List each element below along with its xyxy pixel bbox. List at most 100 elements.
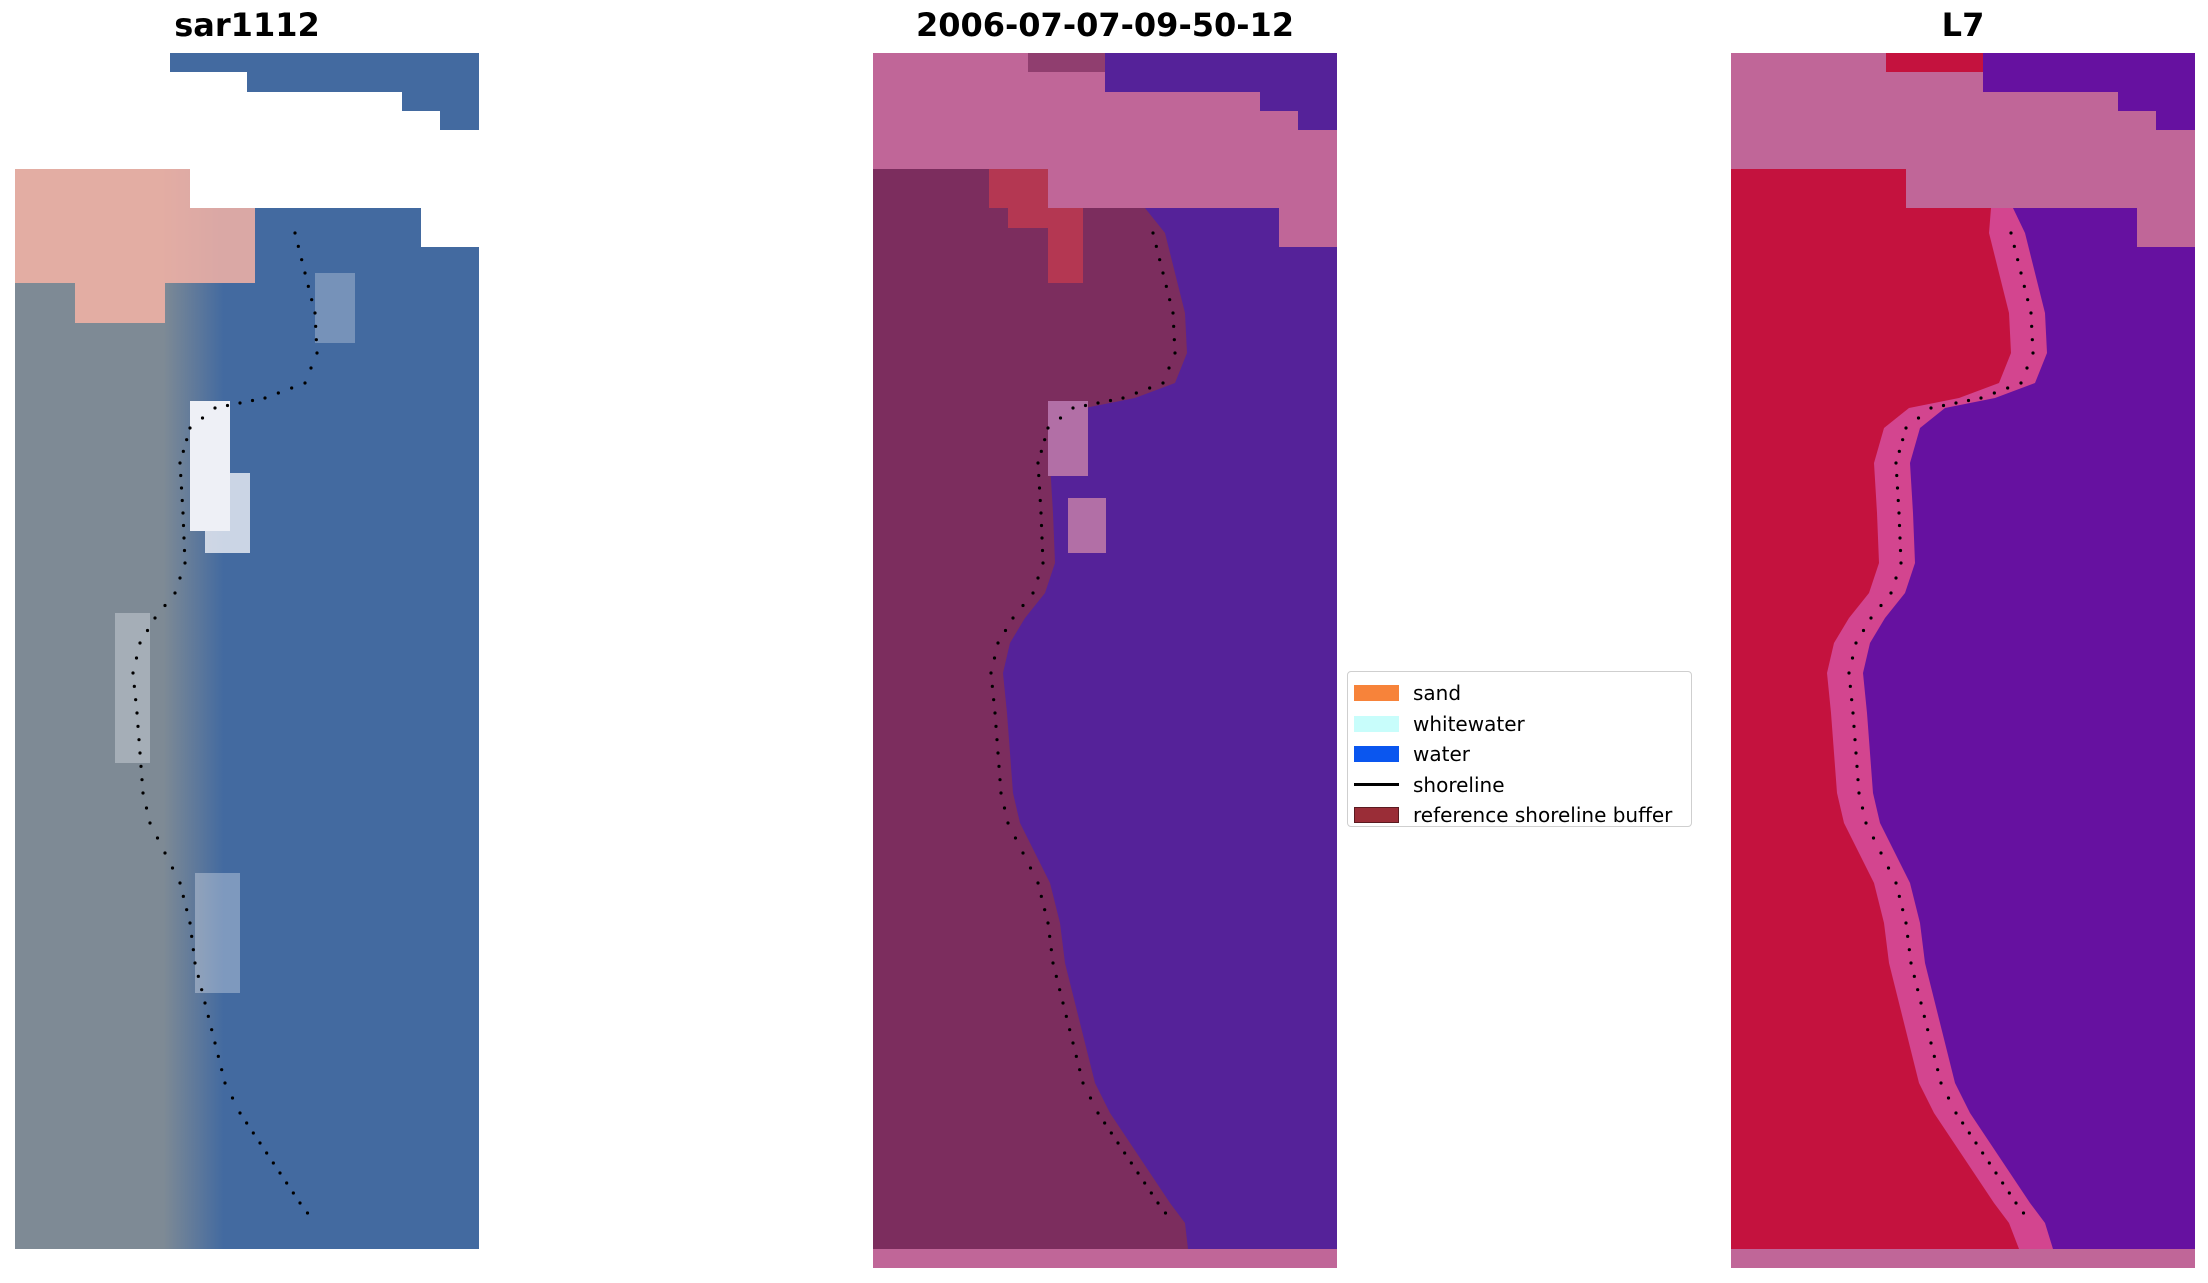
shoreline-point bbox=[303, 381, 307, 385]
shoreline-point bbox=[291, 1191, 295, 1195]
shoreline-point bbox=[2029, 311, 2033, 315]
shoreline-point bbox=[155, 836, 160, 840]
legend-swatch-sand bbox=[1354, 685, 1399, 702]
shoreline-point bbox=[245, 1121, 249, 1125]
shoreline-point bbox=[1039, 511, 1043, 515]
legend-label-whitewater: whitewater bbox=[1413, 711, 1525, 736]
shoreline-point bbox=[1852, 724, 1856, 728]
legend-swatch-shoreline bbox=[1354, 783, 1399, 787]
shoreline-point bbox=[1954, 1111, 1958, 1115]
shoreline-point bbox=[996, 751, 1000, 755]
rgb-image bbox=[15, 53, 479, 1249]
shoreline-point bbox=[1123, 1151, 1127, 1155]
shoreline-point bbox=[1889, 591, 1893, 595]
shoreline-point bbox=[1039, 523, 1044, 528]
shoreline-point bbox=[1916, 988, 1920, 992]
shoreline-point bbox=[1907, 948, 1911, 952]
shoreline-point bbox=[1058, 988, 1062, 992]
shoreline-point bbox=[251, 1131, 255, 1135]
shoreline-point bbox=[1987, 1161, 1991, 1165]
shoreline-point bbox=[1172, 338, 1176, 342]
shoreline-point bbox=[1156, 1201, 1160, 1205]
shoreline-point bbox=[1974, 1141, 1978, 1145]
shoreline-point bbox=[136, 724, 140, 728]
shoreline-point bbox=[1898, 548, 1903, 553]
shoreline-point bbox=[1901, 438, 1905, 442]
shoreline-point bbox=[1134, 391, 1138, 395]
shoreline-point bbox=[1894, 461, 1898, 465]
legend: sand whitewater water shoreline referenc… bbox=[1347, 671, 1692, 827]
shoreline-point bbox=[178, 881, 182, 885]
shoreline-point bbox=[173, 591, 177, 595]
shoreline-point bbox=[309, 366, 313, 370]
ndwi-water-region bbox=[1863, 208, 2195, 1249]
shoreline-point bbox=[1851, 711, 1855, 715]
panel-title-rgb: sar1112 bbox=[174, 6, 320, 44]
shoreline-point bbox=[1922, 1014, 1926, 1018]
legend-label-sand: sand bbox=[1413, 681, 1462, 706]
rgb-whitewater-patch bbox=[195, 873, 240, 993]
legend-label-shoreline: shoreline bbox=[1413, 772, 1505, 797]
shoreline-point bbox=[1904, 921, 1908, 925]
shoreline-point bbox=[1909, 961, 1913, 965]
shoreline-point bbox=[2009, 231, 2013, 235]
rgb-top-strip bbox=[170, 53, 479, 130]
shoreline-point bbox=[210, 1028, 214, 1032]
shoreline-point bbox=[1151, 231, 1155, 235]
shoreline-point bbox=[1994, 1171, 1998, 1175]
shoreline-point bbox=[992, 698, 996, 702]
shoreline-point bbox=[1039, 449, 1043, 453]
shoreline-point bbox=[1886, 866, 1891, 870]
shoreline-point bbox=[1172, 324, 1176, 328]
shoreline-point bbox=[1108, 398, 1113, 403]
shoreline-point bbox=[220, 1068, 224, 1072]
shoreline-point bbox=[181, 449, 185, 453]
shoreline-point bbox=[203, 1001, 207, 1005]
shoreline-point bbox=[1149, 1191, 1153, 1195]
legend-item-water: water bbox=[1348, 739, 1691, 770]
shoreline-point bbox=[135, 711, 139, 715]
shoreline-point bbox=[992, 656, 997, 660]
shoreline-point bbox=[1171, 311, 1175, 315]
shoreline-point bbox=[1966, 398, 1971, 403]
shoreline-point bbox=[1161, 381, 1165, 385]
shoreline-point bbox=[1898, 536, 1902, 540]
shoreline-point bbox=[179, 473, 183, 478]
shoreline-point bbox=[200, 416, 205, 420]
shoreline-point bbox=[1038, 498, 1042, 503]
shoreline-point bbox=[1058, 416, 1063, 420]
shoreline-point bbox=[1068, 1028, 1072, 1032]
shoreline-point bbox=[300, 258, 304, 262]
shoreline-point bbox=[2007, 1191, 2011, 1195]
shoreline-point bbox=[1864, 821, 1868, 825]
ndwi-water-top bbox=[1983, 53, 2195, 130]
shoreline-point bbox=[293, 231, 297, 235]
shoreline-point bbox=[1116, 1141, 1120, 1145]
shoreline-point bbox=[178, 461, 182, 465]
shoreline-point bbox=[278, 1171, 282, 1175]
shoreline-point bbox=[185, 438, 189, 442]
shoreline-point bbox=[296, 244, 300, 248]
shoreline-point bbox=[298, 1201, 302, 1205]
shoreline-point bbox=[1894, 881, 1898, 885]
shoreline-point bbox=[306, 284, 310, 288]
shoreline-point bbox=[1043, 438, 1047, 442]
rgb-whitewater-patch bbox=[115, 613, 150, 763]
shoreline-point bbox=[225, 403, 230, 408]
shoreline-point bbox=[1168, 298, 1172, 302]
shoreline-point bbox=[132, 684, 136, 688]
legend-item-sand: sand bbox=[1348, 678, 1691, 709]
legend-swatch-reference-buffer bbox=[1354, 807, 1399, 824]
shoreline-point bbox=[1021, 851, 1025, 855]
shoreline-point bbox=[200, 988, 204, 992]
shoreline-point bbox=[1879, 851, 1883, 855]
shoreline-point bbox=[2031, 351, 2035, 355]
class-whitewater-patch bbox=[1068, 498, 1106, 553]
shoreline-point bbox=[290, 386, 294, 390]
shoreline-point bbox=[1896, 498, 1900, 503]
shoreline-point bbox=[1173, 351, 1177, 355]
shoreline-point bbox=[1163, 1211, 1168, 1215]
shoreline-point bbox=[1861, 628, 1866, 633]
shoreline-point bbox=[2021, 1211, 2026, 1215]
shoreline-point bbox=[1071, 406, 1075, 410]
